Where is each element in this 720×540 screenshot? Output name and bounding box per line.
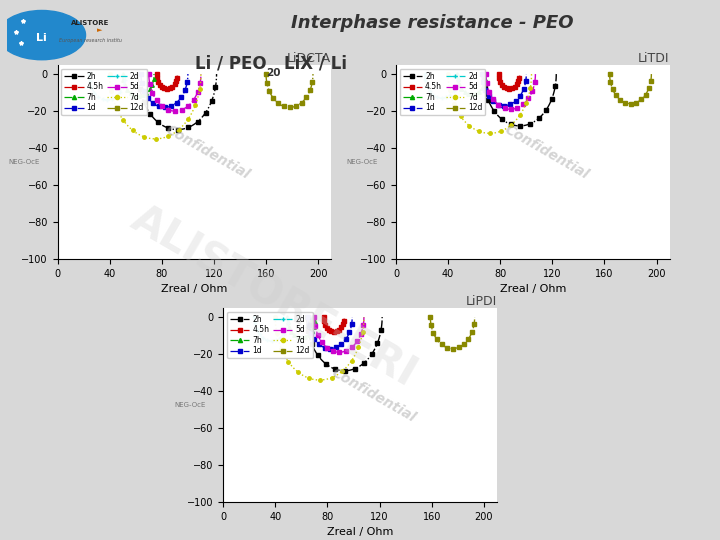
Text: NEG-OcE: NEG-OcE — [174, 402, 205, 408]
X-axis label: Zreal / Ohm: Zreal / Ohm — [327, 528, 393, 537]
Text: LiPDI: LiPDI — [466, 295, 497, 308]
Text: LiX / Li: LiX / Li — [284, 54, 348, 72]
Text: Li / PEO: Li / PEO — [195, 54, 266, 72]
Text: NEG-OcE: NEG-OcE — [9, 159, 40, 165]
Text: NEG-OcE: NEG-OcE — [347, 159, 378, 165]
Text: Confidential: Confidential — [163, 123, 253, 182]
Text: ALISTORE-ERI: ALISTORE-ERI — [123, 198, 424, 396]
X-axis label: Zreal / Ohm: Zreal / Ohm — [161, 285, 228, 294]
Text: ►: ► — [96, 27, 102, 33]
Legend: 2h, 4.5h, 7h, 1d, 2d, 5d, 7d, 12d: 2h, 4.5h, 7h, 1d, 2d, 5d, 7d, 12d — [61, 69, 147, 116]
Text: 20: 20 — [266, 68, 281, 78]
Text: Confidential: Confidential — [329, 366, 418, 425]
X-axis label: Zreal / Ohm: Zreal / Ohm — [500, 285, 566, 294]
Text: Interphase resistance - PEO: Interphase resistance - PEO — [291, 14, 573, 31]
Text: Li: Li — [37, 33, 47, 43]
Legend: 2h, 4.5h, 7h, 1d, 2d, 5d, 7d, 12d: 2h, 4.5h, 7h, 1d, 2d, 5d, 7d, 12d — [400, 69, 485, 116]
Text: ALISTORE: ALISTORE — [71, 21, 109, 26]
Wedge shape — [0, 10, 86, 60]
Text: LiTDI: LiTDI — [638, 52, 670, 65]
Legend: 2h, 4.5h, 7h, 1d, 2d, 5d, 7d, 12d: 2h, 4.5h, 7h, 1d, 2d, 5d, 7d, 12d — [227, 312, 312, 359]
Text: European research institu: European research institu — [58, 38, 122, 43]
Text: Confidential: Confidential — [502, 123, 591, 182]
Text: LiDCTA: LiDCTA — [287, 52, 331, 65]
